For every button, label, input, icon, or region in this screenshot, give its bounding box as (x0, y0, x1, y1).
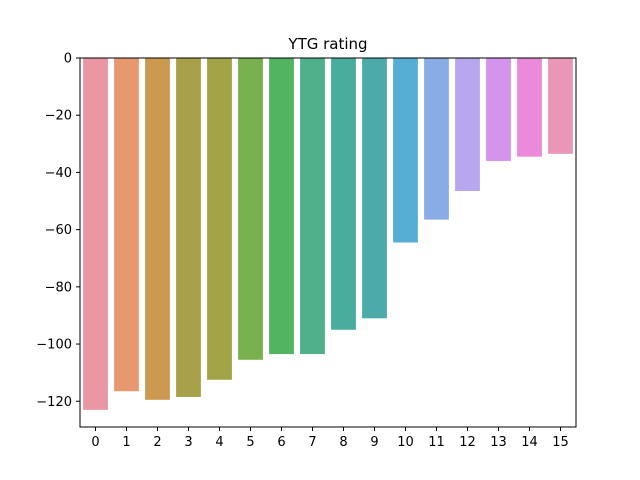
y-tick-label: 0 (64, 52, 72, 67)
bar-7 (300, 58, 325, 355)
plot-frame (79, 57, 577, 428)
y-tick-label: −40 (45, 166, 72, 181)
bar-12 (455, 58, 480, 192)
x-tick-label: 15 (552, 435, 569, 450)
x-tick-label: 9 (370, 435, 378, 450)
bar-5 (238, 58, 263, 360)
x-tick-label: 10 (397, 435, 414, 450)
bar-9 (362, 58, 387, 319)
bars-group (83, 58, 573, 410)
x-tick-label: 7 (308, 435, 316, 450)
bar-11 (424, 58, 449, 220)
bar-4 (207, 58, 232, 380)
x-axis: 0 1 2 3 4 5 6 7 8 9 10 11 12 13 14 15 (91, 427, 569, 450)
y-axis: 0 −20 −40 −60 −80 −100 −120 (36, 52, 80, 410)
bar-0 (83, 58, 108, 410)
x-tick-label: 2 (153, 435, 161, 450)
x-tick-label: 1 (122, 435, 130, 450)
y-tick-label: −60 (45, 223, 72, 238)
y-tick-label: −20 (45, 109, 72, 124)
bar-15 (548, 58, 573, 154)
bar-6 (269, 58, 294, 355)
x-tick-label: 13 (490, 435, 507, 450)
y-tick-label: −120 (36, 395, 72, 410)
x-tick-label: 4 (215, 435, 223, 450)
x-tick-label: 12 (459, 435, 476, 450)
bar-1 (114, 58, 139, 392)
bar-10 (393, 58, 418, 243)
x-tick-label: 11 (428, 435, 445, 450)
x-tick-label: 6 (277, 435, 285, 450)
bar-2 (145, 58, 170, 400)
bar-3 (176, 58, 201, 397)
bar-13 (486, 58, 511, 161)
x-tick-label: 5 (246, 435, 254, 450)
x-tick-label: 14 (521, 435, 538, 450)
bar-14 (517, 58, 542, 157)
bar-8 (331, 58, 356, 330)
y-tick-label: −100 (36, 338, 72, 353)
y-tick-label: −80 (45, 280, 72, 295)
x-tick-label: 3 (184, 435, 192, 450)
chart-title: YTG rating (287, 35, 367, 53)
x-tick-label: 0 (91, 435, 99, 450)
x-tick-label: 8 (339, 435, 347, 450)
